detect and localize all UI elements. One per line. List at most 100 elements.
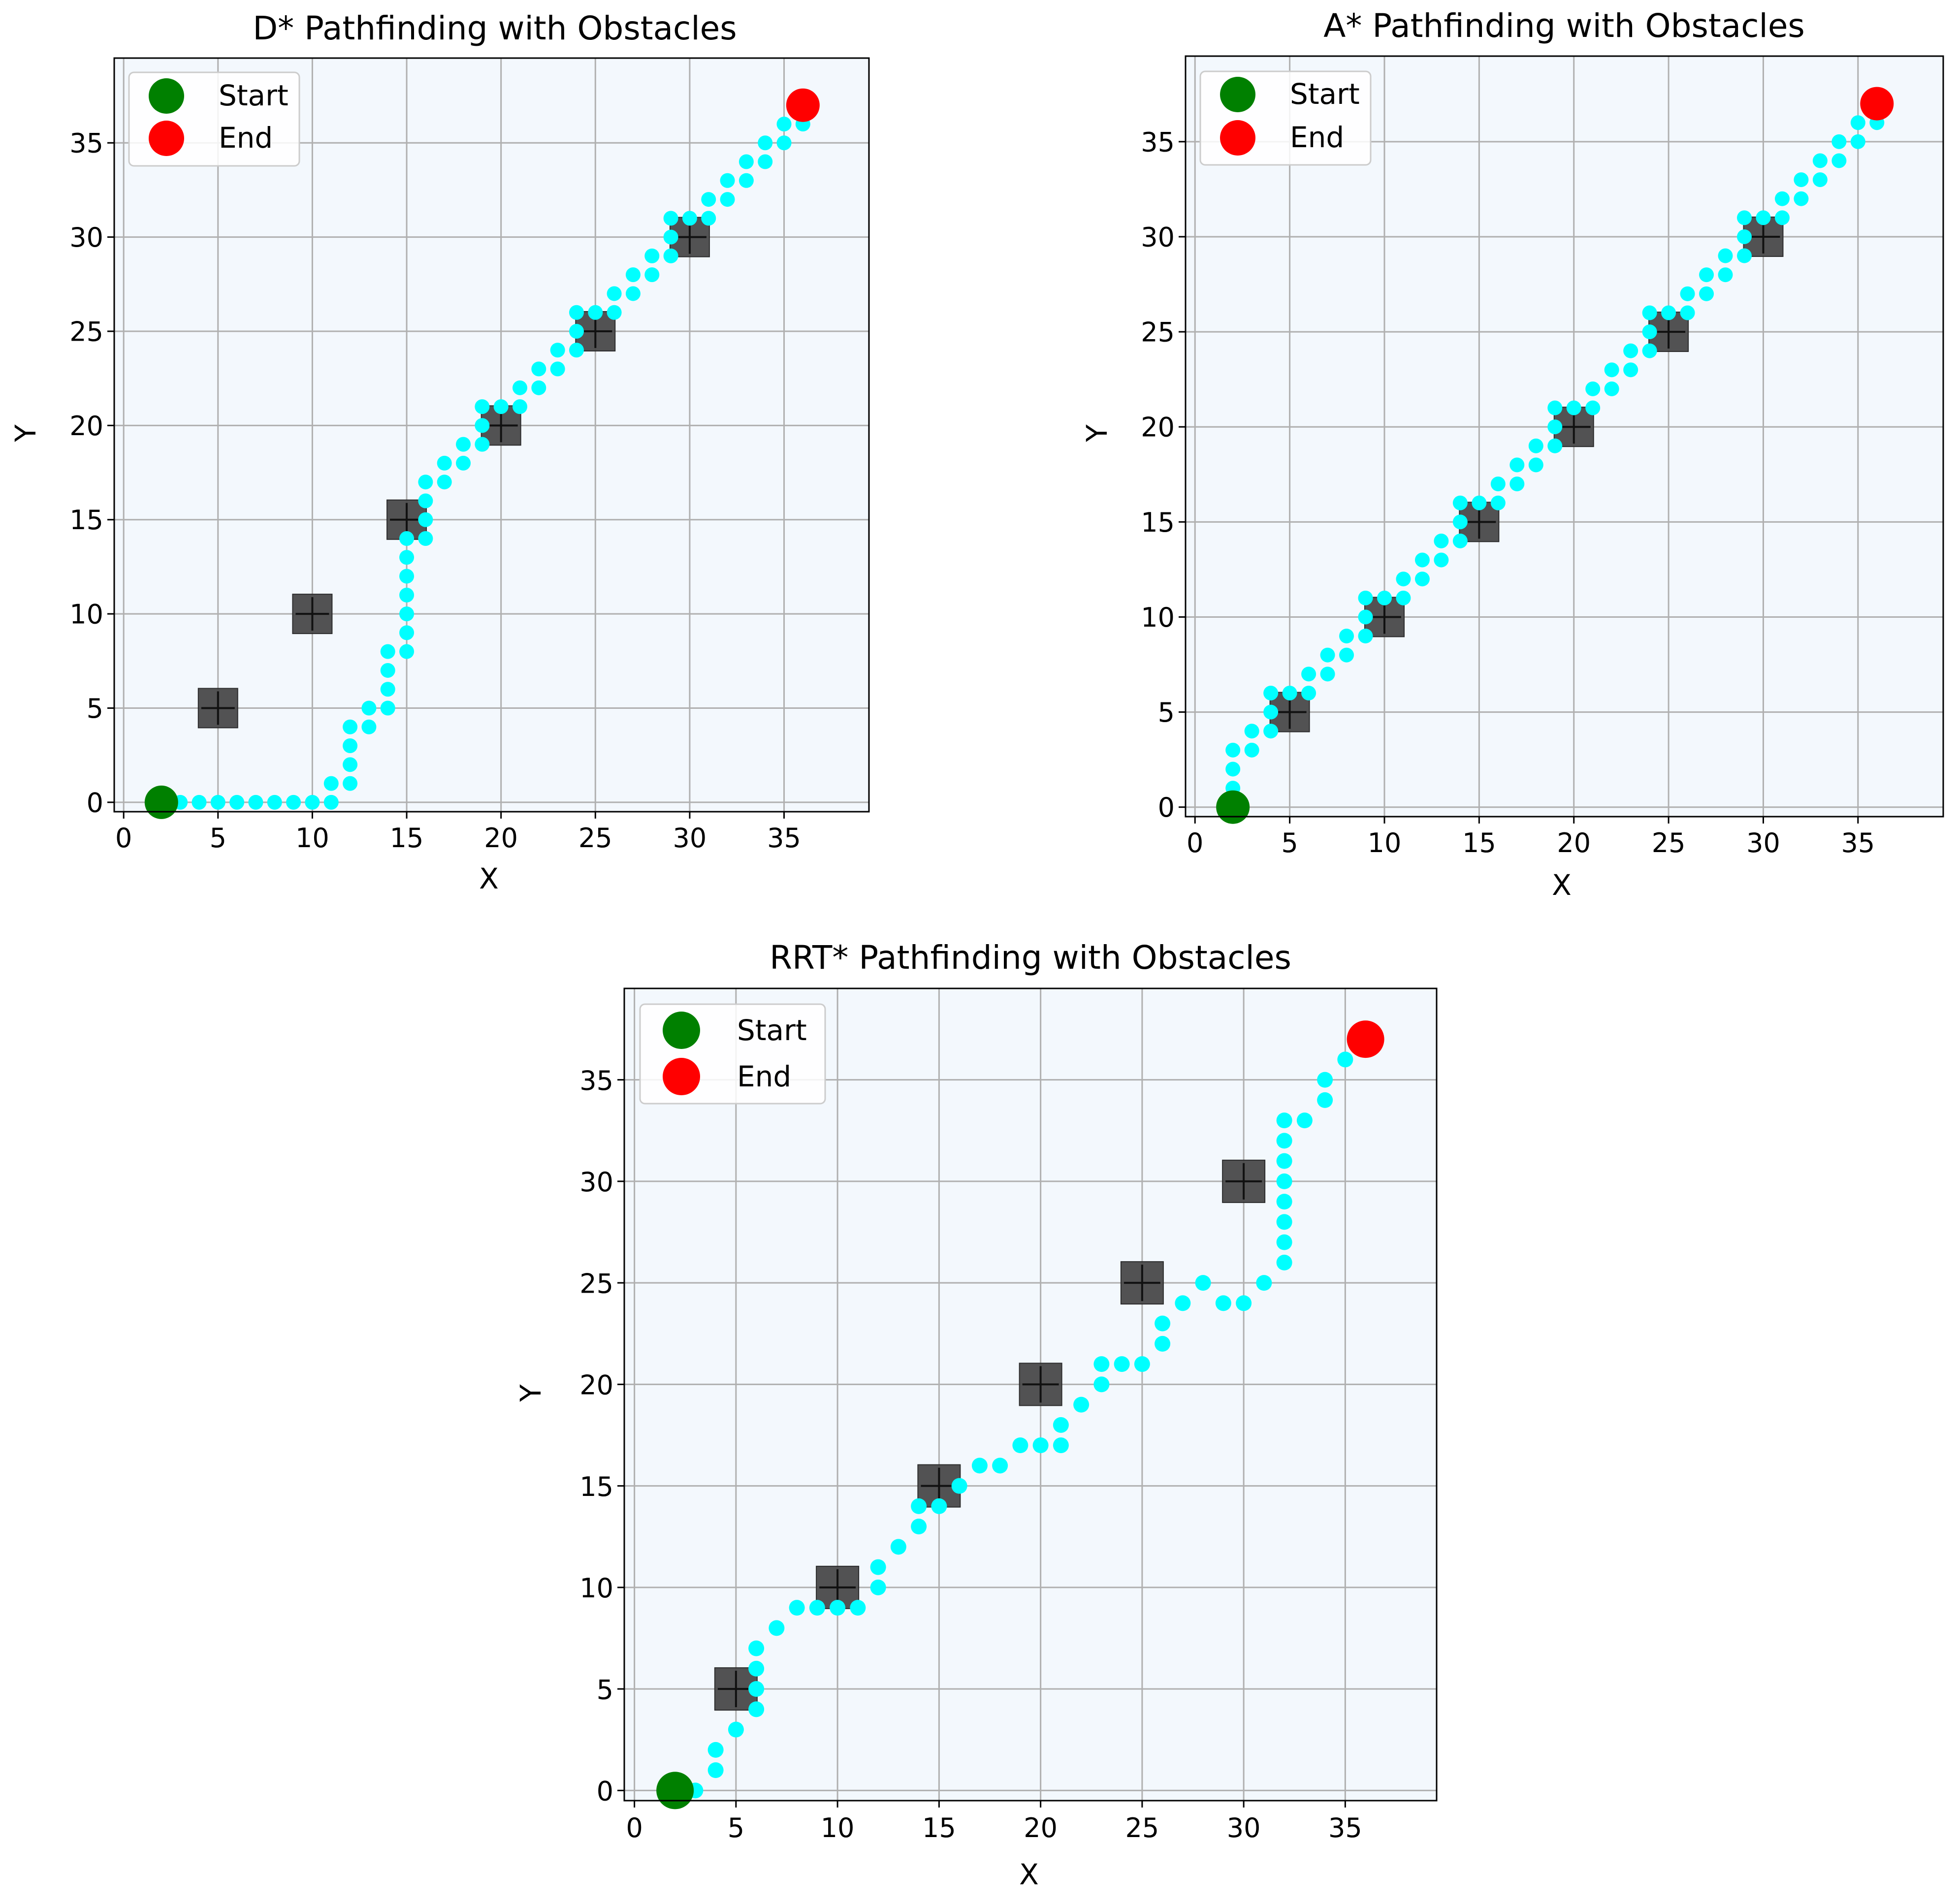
x-tick-label: 20 (1024, 1812, 1058, 1843)
x-tick-label: 15 (390, 823, 424, 854)
legend-end-label: End (219, 121, 273, 155)
y-tick-label: 5 (87, 693, 103, 724)
path-point (437, 455, 452, 471)
path-point (531, 361, 546, 377)
path-point (1073, 1396, 1090, 1413)
path-point (1012, 1437, 1028, 1454)
path-point (992, 1458, 1008, 1474)
path-point (1737, 210, 1752, 225)
path-point (210, 794, 225, 810)
path-point (1114, 1356, 1130, 1372)
path-point (1585, 381, 1601, 396)
path-point (361, 719, 377, 734)
path-point (728, 1721, 744, 1738)
legend-start-label: Start (219, 79, 289, 112)
x-axis-label: X (479, 862, 499, 895)
legend: Start End (1199, 70, 1372, 166)
path-point (399, 625, 415, 640)
x-tick-label: 25 (1652, 827, 1686, 858)
path-point (493, 399, 509, 414)
path-point (1276, 1194, 1292, 1210)
path-point (1718, 248, 1733, 263)
x-tick-label: 25 (1125, 1812, 1159, 1843)
path-point (663, 248, 678, 263)
y-axis-label: Y (9, 424, 42, 443)
path-point (1155, 1315, 1171, 1332)
path-point (1509, 457, 1525, 473)
x-tick-label: 25 (578, 823, 612, 854)
path-point (418, 475, 433, 490)
path-point (380, 682, 395, 697)
path-point (607, 305, 622, 320)
path-point (267, 794, 282, 810)
path-point (399, 569, 415, 584)
path-point (738, 173, 754, 188)
path-point (512, 380, 527, 395)
path-point (1680, 305, 1695, 320)
path-point (475, 418, 490, 433)
path-point (192, 794, 207, 810)
path-point (701, 192, 716, 207)
path-point (625, 267, 641, 283)
path-point (1396, 571, 1411, 587)
path-point (1774, 210, 1790, 225)
path-point (1528, 438, 1543, 453)
x-tick-label: 35 (1328, 1812, 1362, 1843)
x-tick-label: 5 (728, 1812, 744, 1843)
x-tick-label: 30 (1227, 1812, 1261, 1843)
path-point (1452, 533, 1468, 548)
path-point (550, 361, 565, 377)
path-point (748, 1701, 765, 1717)
path-point (1472, 495, 1487, 510)
path-point (1812, 153, 1828, 168)
path-point (1282, 685, 1297, 700)
path-point (1276, 1254, 1292, 1270)
path-point (748, 1681, 765, 1697)
path-point (870, 1559, 886, 1575)
path-point (399, 587, 415, 603)
legend-start-label: Start (1290, 77, 1360, 111)
path-point (1794, 191, 1809, 206)
path-point (1434, 552, 1449, 568)
path-point (1414, 552, 1430, 568)
y-tick-label: 30 (579, 1167, 613, 1198)
path-point (1276, 1234, 1292, 1250)
y-tick-label: 25 (1141, 317, 1175, 348)
path-point (1452, 514, 1468, 530)
path-point (644, 248, 660, 263)
x-tick-label: 0 (1187, 827, 1203, 858)
chart-title: A* Pathfinding with Obstacles (1323, 7, 1805, 45)
path-point (1276, 1214, 1292, 1230)
legend: Start End (639, 1003, 826, 1105)
y-tick-label: 35 (1141, 127, 1175, 158)
path-point (1263, 704, 1279, 720)
path-point (456, 437, 471, 452)
path-point (663, 211, 678, 226)
path-point (1093, 1356, 1110, 1372)
path-point (343, 757, 358, 772)
path-point (1358, 609, 1373, 625)
path-point (399, 644, 415, 659)
x-tick-label: 10 (295, 823, 329, 854)
legend-end-label: End (737, 1060, 791, 1093)
y-tick-label: 20 (579, 1370, 613, 1401)
plot-frame (113, 57, 870, 813)
path-point (1339, 629, 1354, 644)
y-tick-label: 10 (1141, 602, 1175, 633)
x-tick-label: 15 (922, 1812, 956, 1843)
path-point (1623, 343, 1638, 358)
path-point (1661, 305, 1676, 320)
path-point (1236, 1295, 1252, 1311)
path-point (951, 1478, 967, 1494)
legend-start-label: Start (737, 1014, 807, 1047)
path-point (1642, 305, 1657, 320)
legend-end-label: End (1290, 121, 1344, 154)
path-point (1434, 533, 1449, 548)
path-point (707, 1762, 724, 1778)
path-point (931, 1498, 947, 1514)
x-axis-label: X (1552, 868, 1572, 902)
end-marker (1860, 87, 1894, 121)
path-point (323, 794, 339, 810)
path-point (380, 663, 395, 678)
path-point (1547, 438, 1563, 453)
